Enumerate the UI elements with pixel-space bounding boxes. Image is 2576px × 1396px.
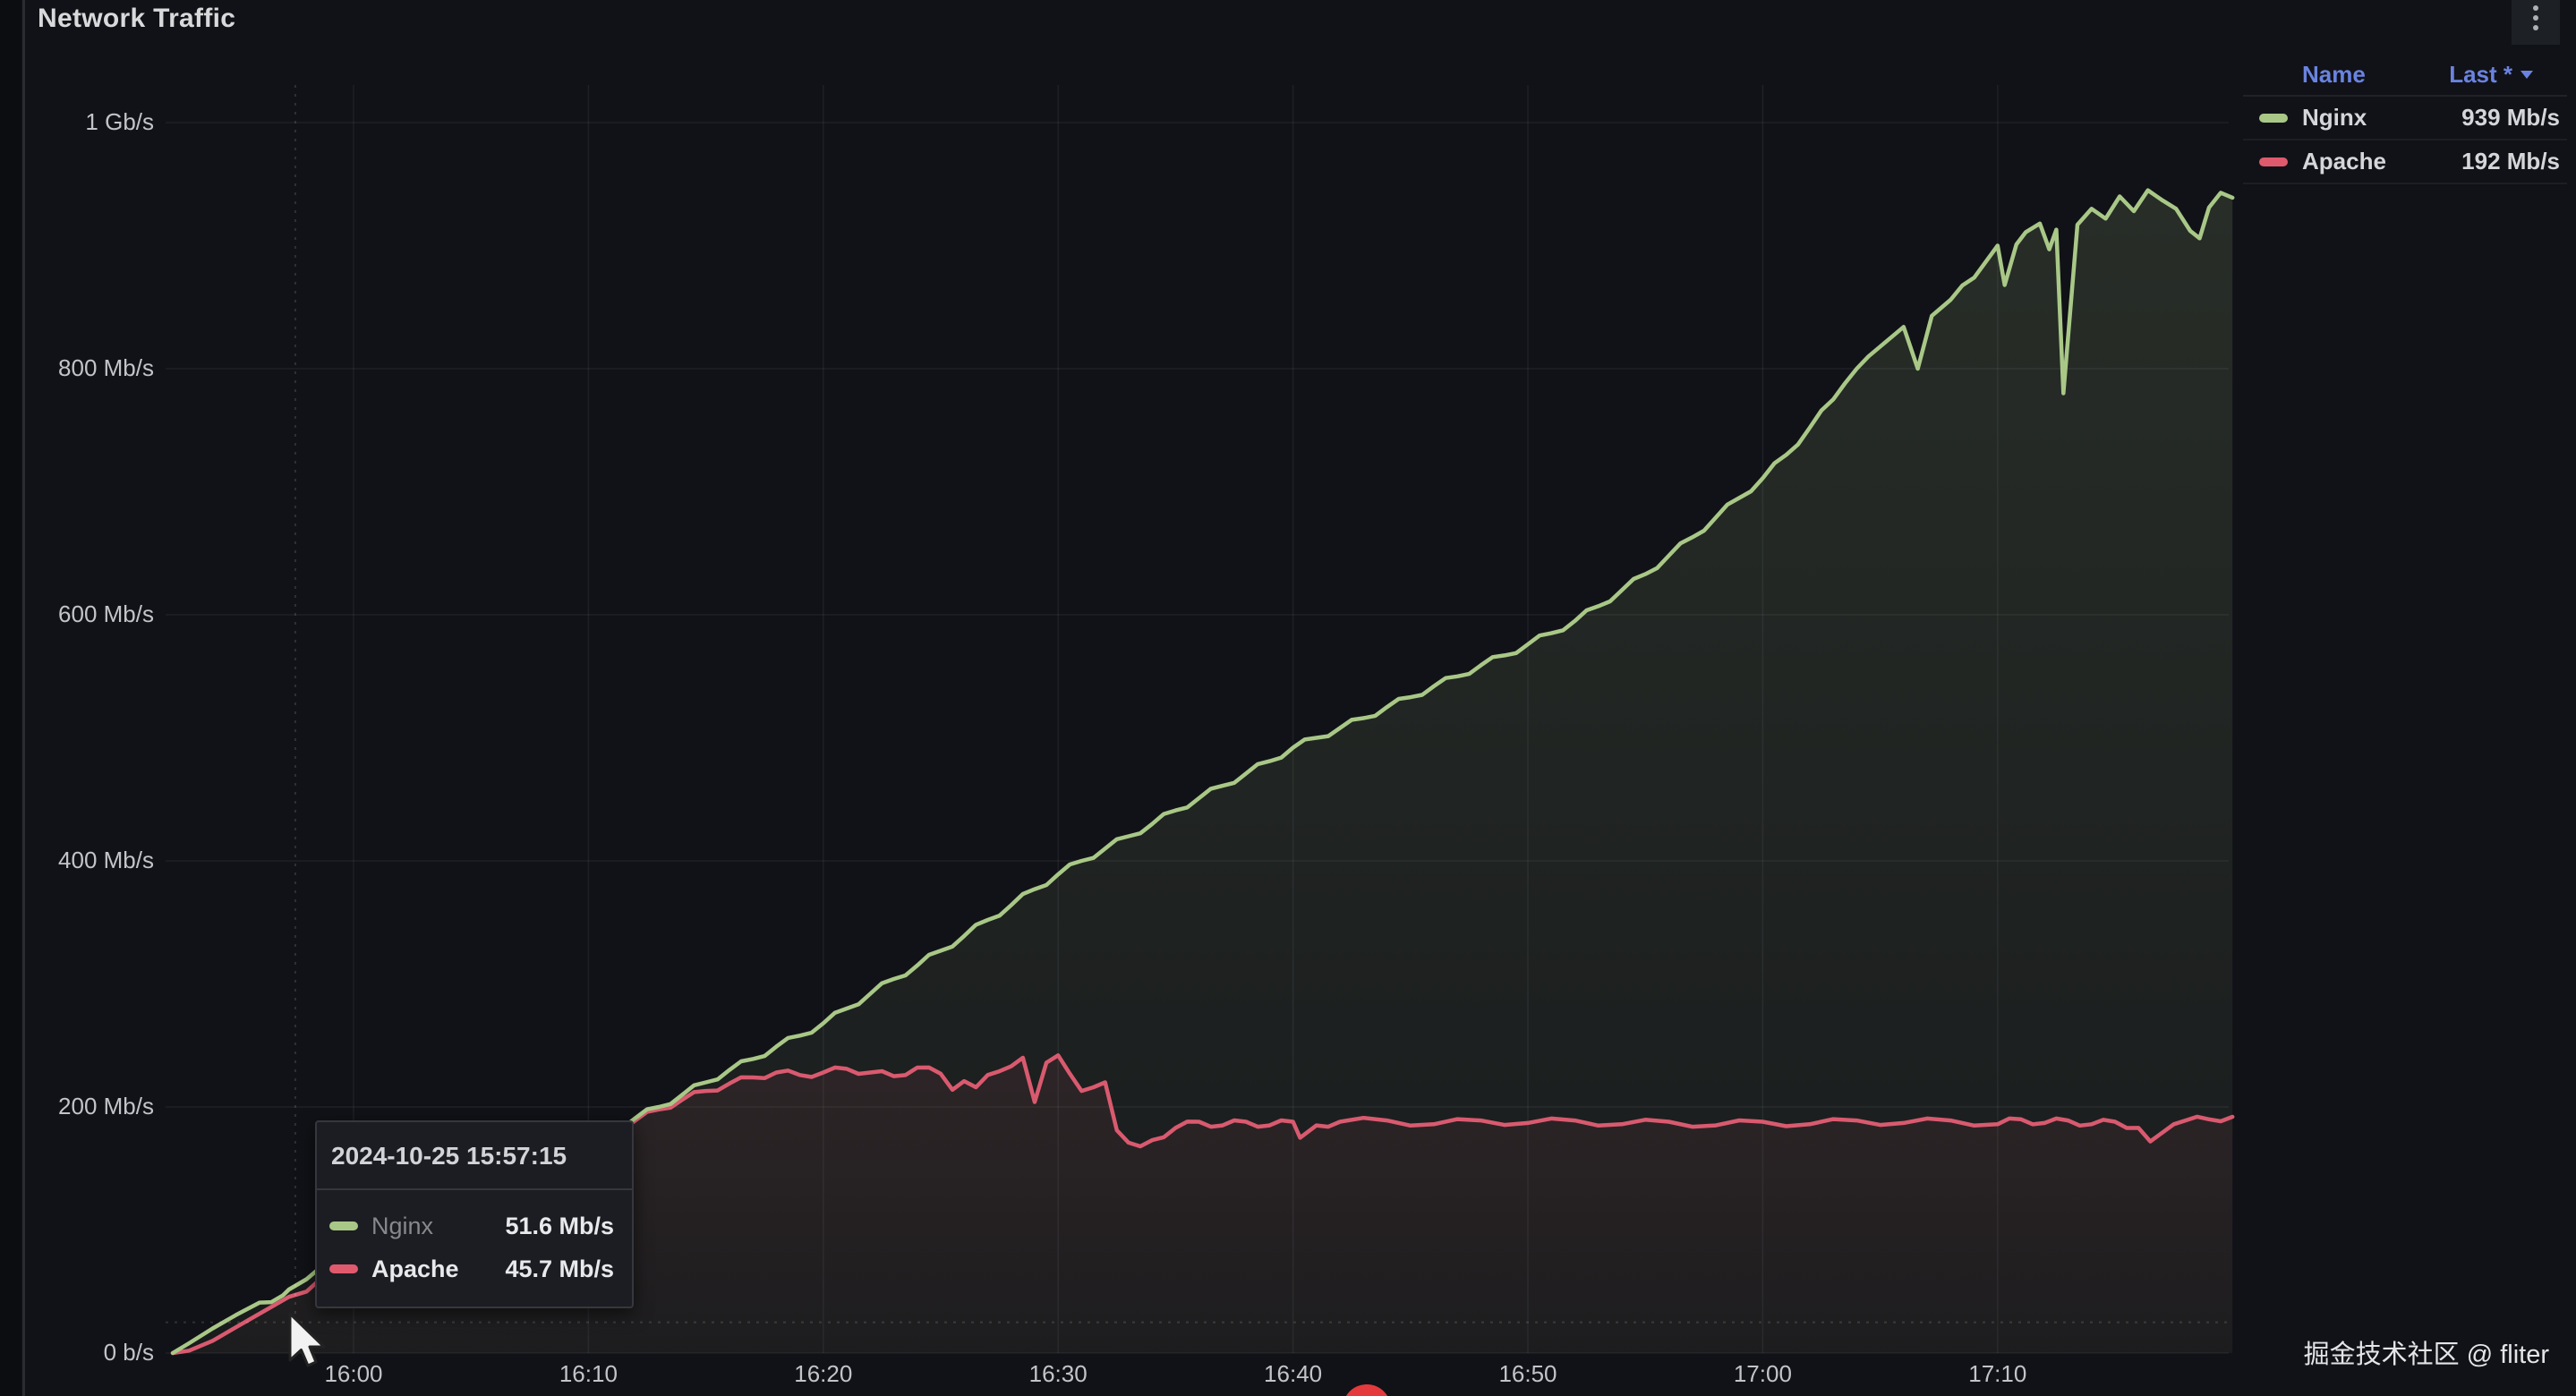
x-tick-label: 16:20 (794, 1360, 853, 1387)
tooltip-row-apache: Apache 45.7 Mb/s (329, 1247, 614, 1290)
kebab-dot (2533, 25, 2538, 30)
x-tick-label: 17:00 (1733, 1360, 1792, 1387)
tooltip-row-nginx: Nginx 51.6 Mb/s (329, 1204, 614, 1247)
kebab-dot (2533, 15, 2538, 21)
apache-area (173, 1055, 2233, 1353)
panel-title[interactable]: Network Traffic (38, 4, 236, 33)
legend-table: Name Last * Nginx 939 Mb/s Apache 192 Mb/s (2243, 54, 2567, 184)
y-tick-label: 0 b/s (103, 1339, 154, 1366)
x-tick-label: 16:50 (1498, 1360, 1557, 1387)
kebab-dot (2533, 5, 2538, 11)
tooltip-series-name: Nginx (371, 1212, 434, 1239)
panel-menu-button[interactable] (2512, 0, 2560, 45)
y-tick-label: 1 Gb/s (85, 108, 154, 135)
legend-row-nginx[interactable]: Nginx 939 Mb/s (2243, 97, 2567, 140)
series-color-swatch (329, 1264, 358, 1273)
x-tick-label: 16:00 (324, 1360, 383, 1387)
y-tick-label: 200 Mb/s (58, 1093, 154, 1119)
watermark-text: 掘金技术社区 @ fliter (2303, 1341, 2549, 1369)
legend-sort-name[interactable]: Name (2302, 60, 2366, 88)
x-tick-label: 16:30 (1028, 1360, 1088, 1387)
tooltip-series-value: 45.7 Mb/s (505, 1255, 614, 1282)
mouse-cursor (288, 1312, 326, 1367)
page-left-edge (0, 0, 21, 1396)
series-color-swatch (2259, 157, 2288, 166)
legend-header: Name Last * (2243, 54, 2567, 97)
legend-last-label: Last * (2449, 60, 2512, 88)
x-tick-label: 16:40 (1264, 1360, 1323, 1387)
series-name: Apache (2302, 148, 2386, 174)
nginx-area (173, 190, 2233, 1354)
record-indicator-dot (1343, 1384, 1391, 1396)
series-name: Nginx (2302, 104, 2367, 131)
x-tick-label: 16:10 (559, 1360, 618, 1387)
legend-row-apache[interactable]: Apache 192 Mb/s (2243, 140, 2567, 184)
tooltip-series-name: Apache (371, 1255, 459, 1282)
chevron-down-icon (2521, 70, 2533, 79)
series-color-swatch (2259, 113, 2288, 123)
series-last-value: 939 Mb/s (2461, 104, 2560, 131)
y-tick-label: 600 Mb/s (58, 600, 154, 627)
hover-tooltip: 2024-10-25 15:57:15 Nginx 51.6 Mb/s Apache… (315, 1120, 634, 1308)
tooltip-series-value: 51.6 Mb/s (505, 1212, 614, 1239)
panel-left-border (22, 0, 25, 1396)
tooltip-timestamp: 2024-10-25 15:57:15 (317, 1122, 632, 1190)
series-color-swatch (329, 1222, 358, 1230)
legend-sort-last[interactable]: Last * (2449, 61, 2533, 89)
series-last-value: 192 Mb/s (2461, 148, 2560, 174)
x-tick-label: 17:10 (1968, 1360, 2027, 1387)
y-tick-label: 400 Mb/s (58, 847, 154, 873)
y-tick-label: 800 Mb/s (58, 354, 154, 381)
